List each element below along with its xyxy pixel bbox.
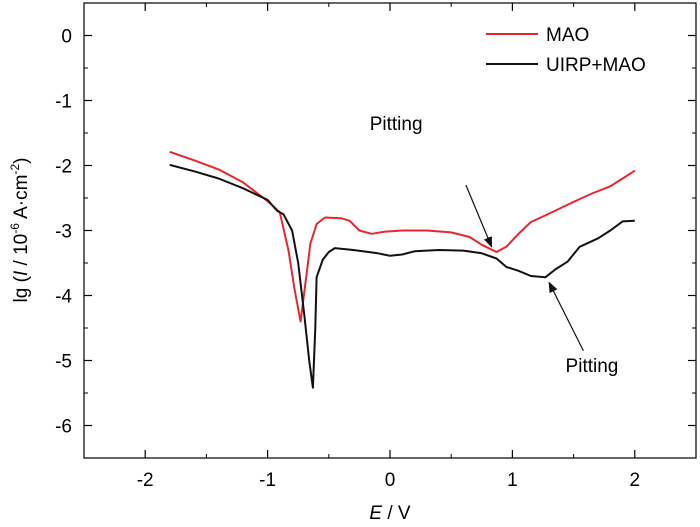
series-lines bbox=[169, 150, 636, 389]
pitting-label: Pitting bbox=[370, 114, 423, 135]
series-line-mao bbox=[169, 150, 636, 323]
y-axis-suffix: ) bbox=[11, 158, 32, 164]
series-line-uirp-mao bbox=[169, 163, 635, 389]
annotations: Pitting Pitting bbox=[370, 114, 619, 377]
y-tick-label: 0 bbox=[61, 27, 72, 48]
x-tick-label: -2 bbox=[137, 470, 154, 491]
legend: MAO UIRP+MAO bbox=[486, 25, 646, 76]
y-tick-label: -6 bbox=[55, 417, 72, 438]
y-tick-label: -3 bbox=[55, 222, 72, 243]
y-axis-variable: I bbox=[11, 270, 32, 276]
x-tick-label: -1 bbox=[259, 470, 276, 491]
x-axis-unit: / V bbox=[382, 503, 411, 524]
y-axis-title: lg (I / 10-6 A·cm-2) bbox=[8, 158, 32, 303]
axis-ticks: -2 -1 0 1 2 0 -1 -2 -3 -4 -5 -6 bbox=[55, 2, 697, 491]
pitting-arrow bbox=[465, 184, 493, 248]
legend-label-uirp-mao: UIRP+MAO bbox=[546, 55, 646, 76]
y-tick-label: -5 bbox=[55, 352, 72, 373]
x-axis-variable: E bbox=[369, 503, 382, 524]
y-axis-exp-2: -2 bbox=[8, 164, 22, 175]
pitting-label: Pitting bbox=[566, 356, 619, 377]
pitting-arrow bbox=[548, 281, 584, 352]
y-axis-mid: / 10 bbox=[11, 234, 32, 271]
x-tick-label: 2 bbox=[630, 470, 641, 491]
x-tick-label: 1 bbox=[507, 470, 518, 491]
y-tick-label: -1 bbox=[55, 92, 72, 113]
y-axis-unit: A·cm bbox=[11, 175, 32, 224]
y-tick-label: -2 bbox=[55, 157, 72, 178]
y-axis-exp-1: -6 bbox=[8, 223, 22, 234]
y-axis-prefix: lg ( bbox=[11, 275, 32, 302]
y-tick-label: -4 bbox=[55, 287, 72, 308]
x-tick-label: 0 bbox=[385, 470, 396, 491]
legend-label-mao: MAO bbox=[546, 25, 589, 46]
x-axis-title: E / V bbox=[369, 503, 411, 524]
